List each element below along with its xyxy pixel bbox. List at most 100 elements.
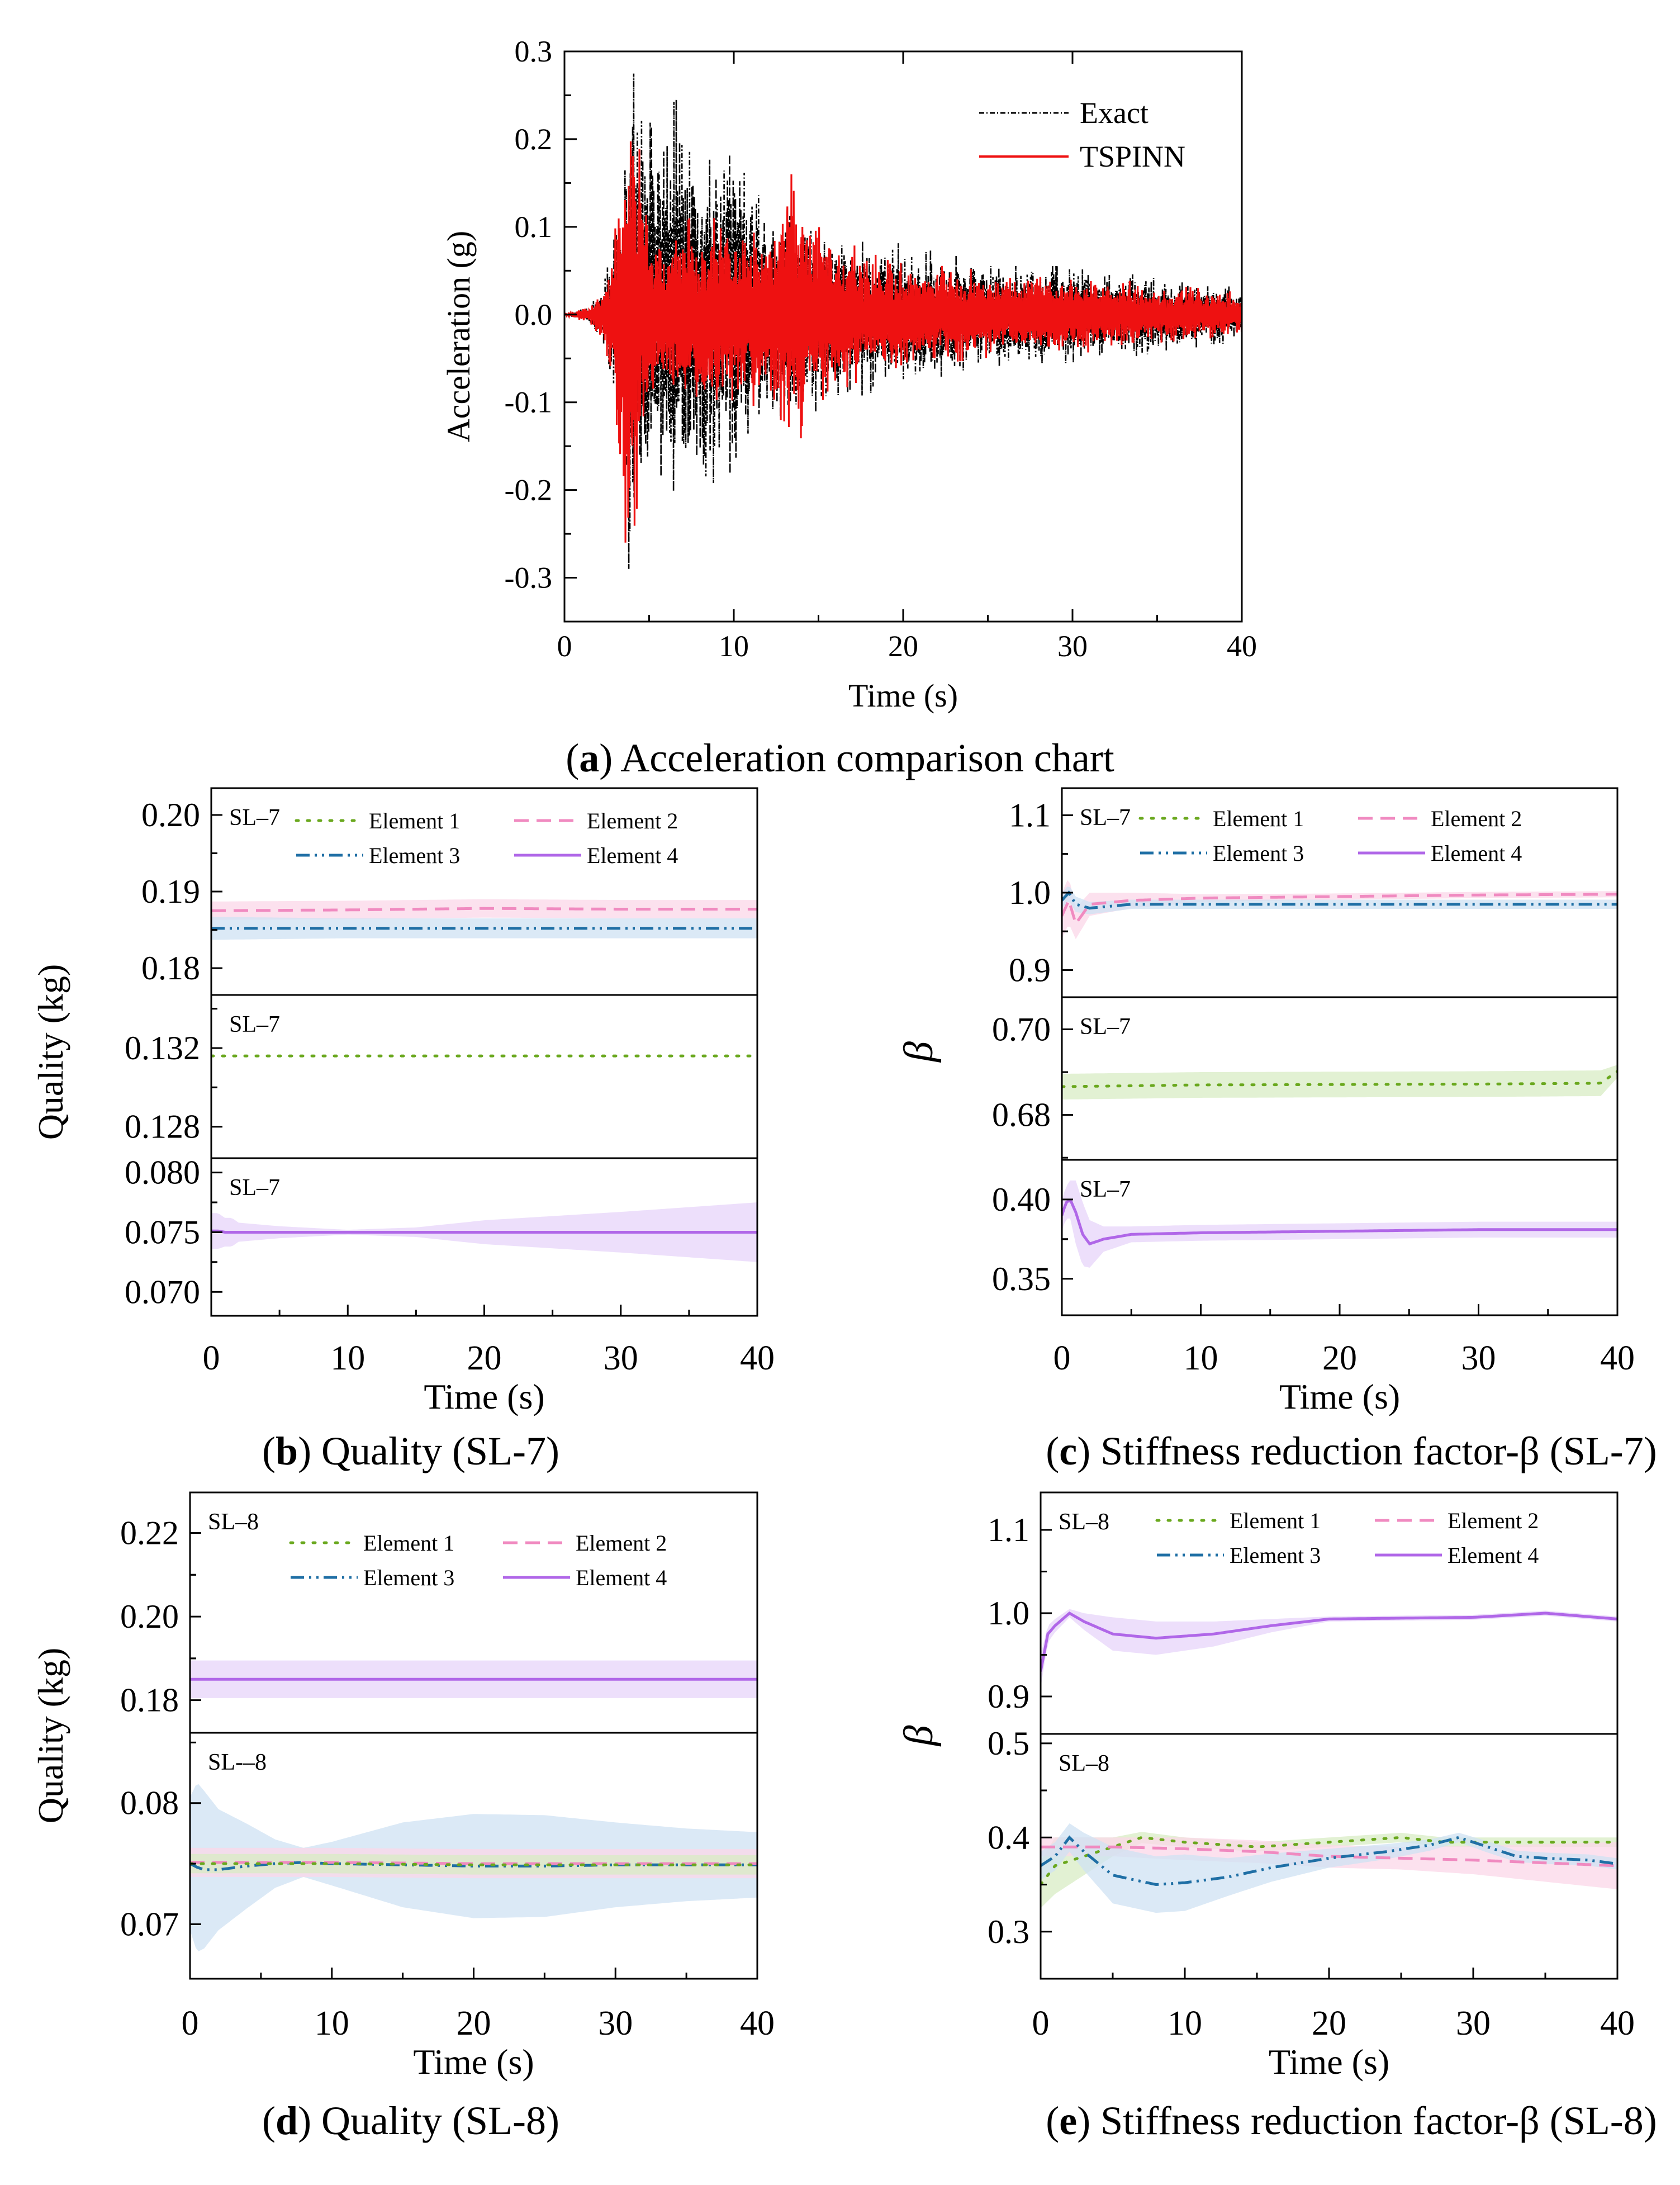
x-tick-label: 40: [1600, 1339, 1635, 1377]
y-tick-label: 0.080: [125, 1154, 200, 1191]
legend-label-element-2: Element 2: [1448, 1508, 1539, 1533]
caption-d: (d) Quality (SL-8): [262, 2098, 559, 2143]
caption-b: (b) Quality (SL-7): [262, 1429, 559, 1473]
caption-paren-close: ): [1077, 1429, 1090, 1473]
x-tick-label: 20: [457, 2004, 491, 2042]
x-tick-label: 20: [1322, 1339, 1357, 1377]
y-tick-label: 0.9: [988, 1678, 1029, 1715]
panel-frame: [210, 994, 758, 1159]
caption-e: (e) Stiffness reduction factor-β (SL-8): [1046, 2098, 1657, 2143]
panel-b-3: [211, 1202, 757, 1262]
caption-letter: d: [276, 2098, 298, 2143]
x-tick-label: 20: [888, 629, 918, 663]
y-axis-label: β: [896, 1725, 942, 1747]
x-tick-label: 10: [1168, 2004, 1202, 2042]
series-line-element-1: [190, 1862, 757, 1866]
x-axis-label: Time (s): [413, 2042, 534, 2082]
y-tick-label: 0.35: [992, 1260, 1051, 1297]
x-tick-label: 0: [1053, 1339, 1071, 1377]
caption-paren-open: (: [262, 1429, 276, 1473]
legend-label-element-1: Element 1: [1230, 1508, 1321, 1533]
y-tick-label: 0.128: [125, 1108, 200, 1145]
series-line-element-1: [1062, 1070, 1617, 1088]
y-tick-label: 1.0: [1009, 874, 1051, 911]
panel-label: SL–8: [1059, 1509, 1109, 1535]
x-tick-label: 30: [1456, 2004, 1491, 2042]
x-tick-label: 10: [1184, 1339, 1218, 1377]
y-tick-label: 0.3: [988, 1913, 1029, 1950]
caption-paren-open: (: [1046, 2098, 1059, 2143]
x-tick-label: 20: [467, 1339, 502, 1377]
x-tick-label: 0: [182, 2004, 199, 2042]
x-tick-label: 0: [1032, 2004, 1050, 2042]
y-axis-label: Quality (kg): [31, 964, 70, 1140]
y-tick-label: 0.07: [120, 1906, 179, 1942]
y-tick-label: 0.70: [992, 1011, 1051, 1048]
y-axis-label: Acceleration (g): [440, 231, 477, 442]
caption-text: Quality (SL-8): [311, 2098, 559, 2143]
y-tick-label: 0.68: [992, 1097, 1051, 1134]
panel-e-1: [1041, 1609, 1617, 1689]
caption-a: (a) Acceleration comparison chart: [566, 736, 1114, 780]
x-tick-label: 30: [1057, 629, 1088, 663]
series-line-element-3: [1041, 1835, 1617, 1887]
confidence-band-element-1: [1062, 1065, 1617, 1099]
series-line-element-2: [190, 1861, 757, 1865]
y-tick-label: 1.1: [988, 1511, 1029, 1548]
x-tick-label: 30: [598, 2004, 633, 2042]
chart-e: 0.9 1.0 1.1 SL–8 0.3 0.4 0.5 SL–8 0 10 20 30 40 Time …: [896, 1491, 1635, 2082]
series-line-element-3: [1062, 890, 1617, 910]
x-axis-label: Time (s): [1269, 2042, 1389, 2082]
x-tick-label: 10: [315, 2004, 349, 2042]
legend-label-exact: Exact: [1080, 96, 1149, 130]
confidence-band-element-4: [1041, 1609, 1617, 1689]
caption-paren-close: ): [298, 1429, 311, 1473]
caption-paren-close: ): [1077, 2098, 1090, 2143]
panel-e-2: [1041, 1823, 1617, 1913]
caption-paren-open: (: [262, 2098, 276, 2143]
legend-label-element-2: Element 2: [587, 808, 678, 833]
y-tick-label: 0.9: [1009, 952, 1051, 989]
caption-letter: c: [1059, 1429, 1077, 1473]
y-tick-label: 0.18: [120, 1682, 179, 1719]
y-tick-label: 0.3: [515, 35, 553, 68]
y-tick-label: 0.19: [141, 873, 200, 910]
panel-label: SL–7: [1080, 1177, 1131, 1202]
y-tick-label: -0.2: [505, 473, 552, 507]
y-tick-label: 0.0: [515, 298, 553, 331]
panel-b-1: [211, 899, 757, 940]
panel-label: SL–7: [229, 805, 280, 831]
y-tick-label: 0.075: [125, 1214, 200, 1250]
x-axis-label: Time (s): [424, 1377, 544, 1416]
y-tick-label: 1.1: [1009, 797, 1051, 833]
series-line-tspinn: [564, 141, 1242, 543]
x-tick-label: 10: [330, 1339, 365, 1377]
x-axis-label: Time (s): [1279, 1377, 1400, 1416]
x-tick-label: 40: [1227, 629, 1257, 663]
panel-label: SL–8: [208, 1509, 259, 1535]
x-tick-label: 40: [740, 2004, 775, 2042]
legend-label-element-3: Element 3: [1213, 841, 1304, 866]
series-line-element-4: [1041, 1611, 1617, 1672]
y-tick-label: 0.18: [141, 950, 200, 987]
series-line-element-4: [1062, 1198, 1617, 1246]
y-tick-label: 0.1: [515, 210, 553, 244]
panel-c-3: [1062, 1180, 1617, 1268]
confidence-band-element-3: [1041, 1823, 1617, 1913]
confidence-band-element-1: [190, 1854, 757, 1875]
legend-label-element-2: Element 2: [576, 1530, 667, 1556]
caption-paren-close: ): [298, 2098, 311, 2143]
y-tick-label: -0.1: [505, 386, 552, 419]
y-tick-label: 0.132: [125, 1030, 200, 1067]
y-tick-label: 0.08: [120, 1785, 179, 1822]
caption-paren-close: ): [599, 736, 613, 780]
panel-label: SL–7: [1080, 1014, 1131, 1040]
caption-letter: e: [1059, 2098, 1077, 2143]
panel-d-1: [190, 1660, 757, 1698]
panel-label: SL-–8: [208, 1750, 267, 1775]
y-tick-label: 0.5: [988, 1725, 1029, 1762]
legend-label-element-4: Element 4: [1448, 1543, 1539, 1568]
caption-paren-open: (: [1046, 1429, 1059, 1473]
legend-label-element-4: Element 4: [576, 1565, 667, 1590]
